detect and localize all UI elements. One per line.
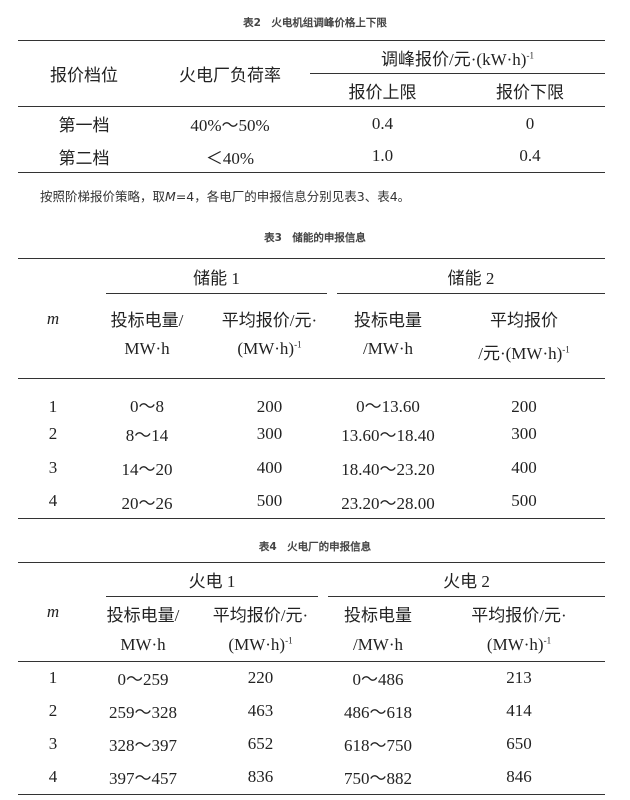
header-storage1: 储能 1 xyxy=(88,259,333,299)
header-thermal1: 火电 1 xyxy=(88,563,323,597)
header-storage2: 储能 2 xyxy=(333,259,605,299)
table-row: 4 20～26 500 23.20～28.00 500 xyxy=(18,485,605,519)
table-row: 第一档 40%～50% 0.4 0 xyxy=(58,113,535,136)
header-lower: 报价下限 xyxy=(496,82,564,102)
table2: 报价档位 火电厂负荷率 调峰报价/元·(kW·h)-1 报价上限 报价下限 第一… xyxy=(18,40,606,173)
table-row: 3 328～397 652 618～750 650 xyxy=(48,733,532,756)
table-row: 1 0～259 220 0～486 213 xyxy=(48,667,532,690)
table-row: 1 0～8 200 0～13.60 200 xyxy=(48,396,537,416)
table-row: 第二档 ＜40% 1.0 0.4 xyxy=(18,141,606,173)
header-m: m xyxy=(46,601,60,621)
table4-caption: 表4 火电厂的申报信息 xyxy=(258,541,372,553)
table3-caption: 表3 储能的申报信息 xyxy=(264,232,366,244)
header-m: m xyxy=(46,308,60,328)
header-peak-price: 调峰报价/元·(kW·h)-1 xyxy=(310,40,606,74)
table-row: 2 8～14 300 13.60～18.40 300 xyxy=(48,423,537,446)
header-upper: 报价上限 xyxy=(348,82,417,102)
table2-caption: 表2 火电机组调峰价格上下限 xyxy=(243,17,387,29)
header-tier: 报价档位 xyxy=(50,66,118,85)
body-paragraph: 按照阶梯报价策略，取M=4，各电厂的申报信息分别见表3、表4。 xyxy=(40,189,411,204)
table-row: 4 397～457 836 750～882 846 xyxy=(18,760,605,794)
table-row: 3 14～20 400 18.40～23.20 400 xyxy=(48,457,537,480)
table3: m 储能 1 储能 2 投标电量/平均报价/元· 投标电量 平均报价 MW·h (M… xyxy=(18,258,605,519)
header-load-rate: 火电厂负荷率 xyxy=(179,66,281,85)
table-row: 2 259～328 463 486～618 414 xyxy=(48,700,532,723)
header-thermal2: 火电 2 xyxy=(323,563,605,597)
table4: m 火电 1 火电 2 投标电量/平均报价/元· 投标电量 平均报价/元· MW·h… xyxy=(18,562,605,795)
